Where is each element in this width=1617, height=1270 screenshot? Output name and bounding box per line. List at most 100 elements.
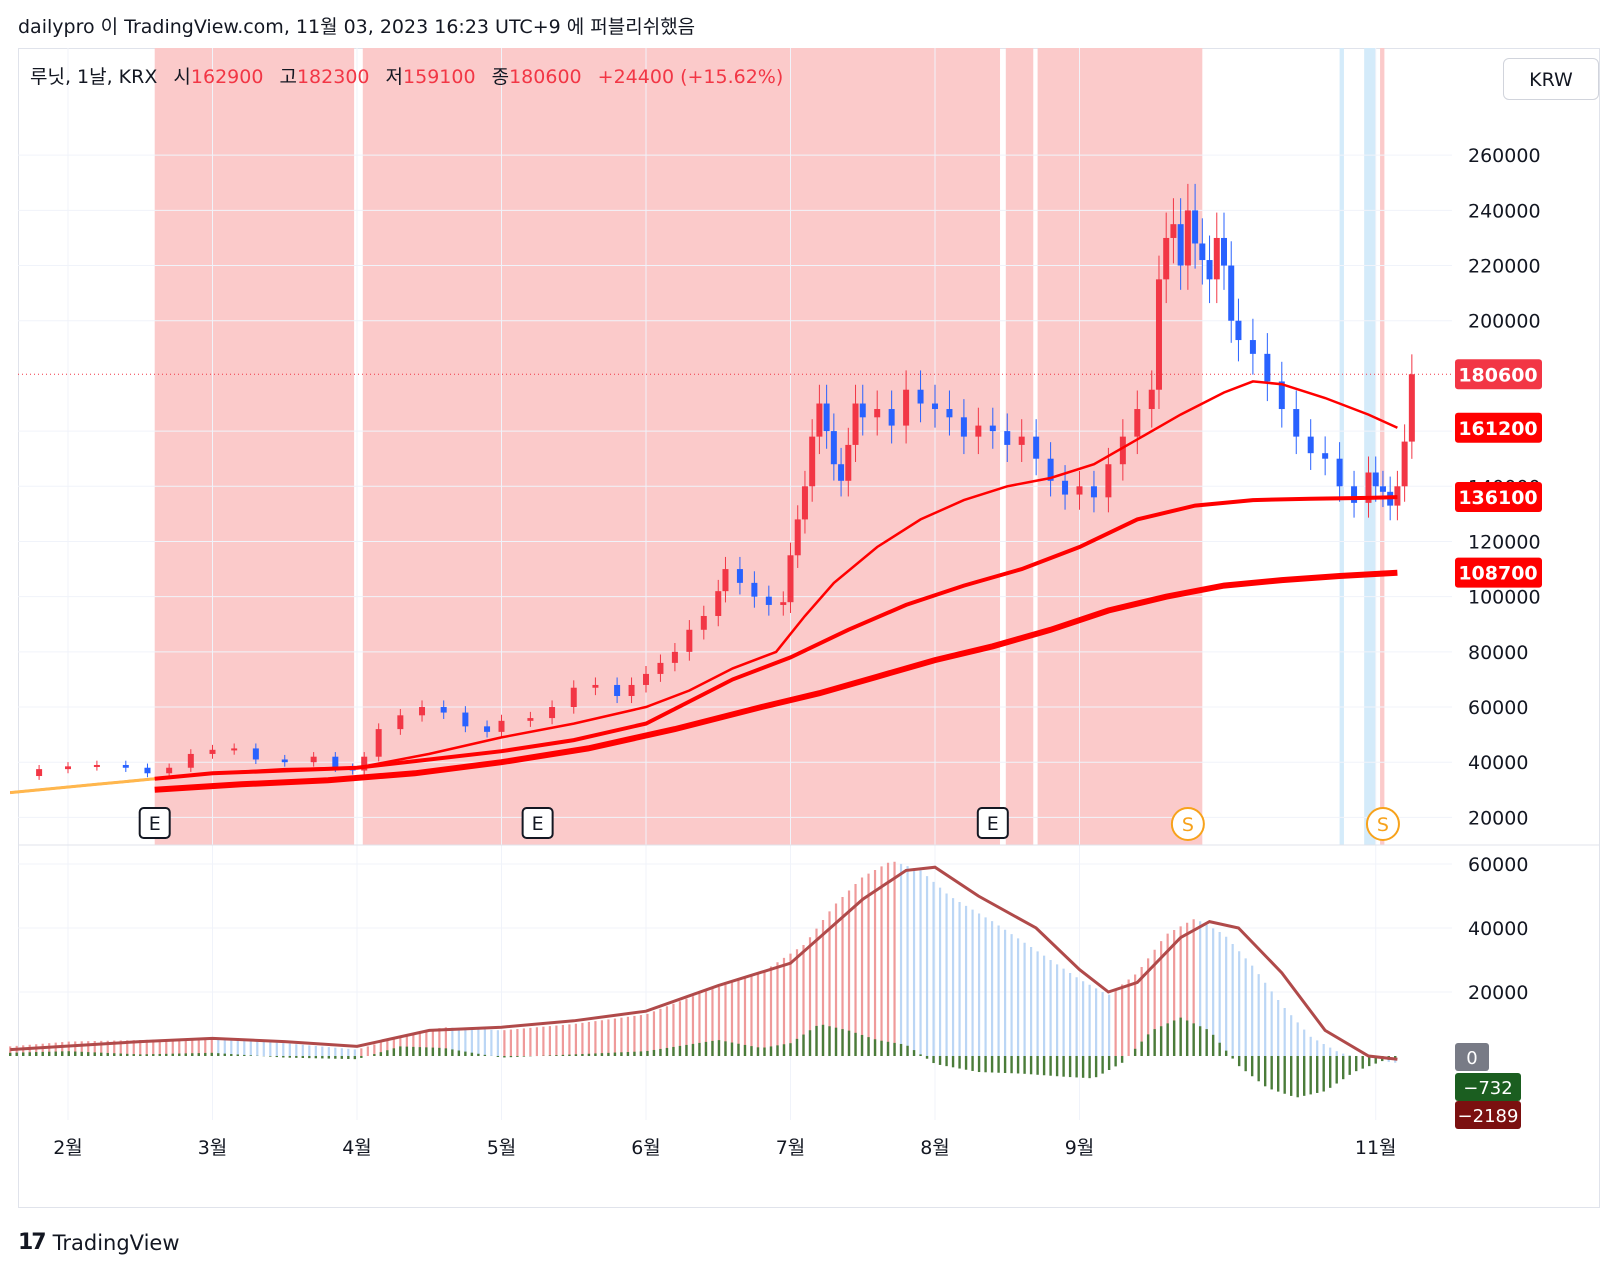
candle-body [1221, 237, 1227, 266]
candle-body [1307, 436, 1314, 454]
candle-body [1163, 237, 1170, 280]
candle-body [874, 409, 881, 418]
indicator-label-box [1455, 1043, 1489, 1071]
earnings-marker-label: E [987, 813, 999, 835]
currency-button[interactable]: KRW [1503, 58, 1599, 100]
price-tick-label: 120000 [1468, 531, 1541, 553]
candle-body [614, 684, 621, 696]
low-value: 159100 [403, 66, 476, 88]
open-value: 162900 [190, 66, 264, 88]
earnings-marker-label: E [532, 813, 544, 835]
candle-body [1004, 431, 1011, 445]
candle-body [209, 749, 216, 754]
candle-body [946, 409, 953, 418]
candle-body [780, 602, 787, 605]
candle-body [462, 712, 469, 727]
candle-body [187, 753, 194, 768]
ma-mid-line [154, 495, 1398, 781]
signal-region [1364, 48, 1376, 845]
candle-body [252, 748, 259, 760]
candle-body [830, 431, 837, 465]
price-label-text: 161200 [1458, 418, 1537, 440]
signal-region [1005, 48, 1034, 845]
price-tick-label: 200000 [1468, 311, 1541, 333]
month-tick-label: 2월 [53, 1137, 83, 1159]
candle-body [801, 486, 808, 520]
candle-body [1047, 458, 1054, 481]
price-label-text: 180600 [1458, 364, 1537, 386]
candle-body [816, 403, 823, 437]
split-marker [1170, 807, 1205, 841]
earnings-marker [138, 807, 171, 839]
price-tick-label: 260000 [1468, 145, 1541, 167]
low-label: 저 [385, 66, 404, 88]
candle-body [1394, 486, 1401, 506]
candle-body [1018, 436, 1025, 445]
signal-region [1339, 48, 1344, 845]
earnings-marker [521, 807, 554, 839]
candle-body [852, 403, 859, 445]
candle-body [1192, 210, 1199, 244]
candle-body [1213, 237, 1220, 280]
candle-body [722, 569, 729, 592]
candle-body [932, 403, 938, 410]
price-tick-label: 80000 [1468, 642, 1528, 664]
candle-body [975, 425, 982, 437]
tradingview-brand[interactable]: TradingView [52, 1230, 180, 1255]
price-tick-label: 20000 [1468, 807, 1528, 829]
candle-body [122, 764, 129, 768]
high-label: 고 [279, 66, 297, 88]
price-tick-label: 100000 [1468, 587, 1541, 609]
candle-body [1177, 224, 1184, 266]
candle-body [397, 715, 404, 730]
candle-body [498, 720, 505, 732]
candle-body [1062, 480, 1069, 495]
candle-body [440, 707, 447, 713]
candle-body [1033, 436, 1040, 459]
tradingview-logo-icon[interactable]: 17 [18, 1230, 47, 1255]
candle-body [1228, 265, 1235, 321]
candle-body [989, 425, 996, 432]
candle-body [736, 569, 743, 583]
candle-body [1170, 224, 1177, 238]
candle-body [419, 707, 426, 716]
candle-body [1293, 409, 1300, 437]
publish-header: dailypro 이 TradingView.com, 11월 03, 2023… [18, 16, 696, 38]
candle-body [1249, 340, 1256, 354]
symbol-label[interactable]: 루닛, 1날, KRX [30, 66, 158, 88]
candle-body [1206, 260, 1213, 280]
indicator-tick-label: 60000 [1468, 854, 1528, 876]
split-marker [1365, 807, 1400, 841]
candle-body [794, 519, 801, 556]
price-label-text: 108700 [1458, 563, 1537, 585]
price-label-box [1455, 557, 1542, 588]
month-tick-label: 9월 [1065, 1137, 1095, 1159]
candle-body [845, 444, 852, 481]
candle-body [628, 684, 635, 696]
candle-body [838, 464, 845, 481]
indicator-label-box [1455, 1073, 1521, 1101]
candle-body [859, 403, 866, 418]
earnings-marker-label: E [149, 813, 161, 835]
indicator-label-text: 0 [1466, 1048, 1477, 1069]
candle-body [1336, 458, 1343, 487]
candle-body [166, 767, 173, 774]
candle-body [1119, 436, 1126, 465]
price-tick-label: 220000 [1468, 256, 1541, 278]
ma-orange-line [10, 777, 155, 795]
price-tick-label: 240000 [1468, 200, 1541, 222]
candle-body [1408, 374, 1415, 442]
candle-body [1076, 486, 1083, 495]
price-label-text: 136100 [1458, 487, 1537, 509]
candle-body [1365, 472, 1372, 503]
candle-body [310, 756, 317, 763]
candle-body [1401, 441, 1408, 487]
candle-body [1155, 279, 1162, 390]
price-label-box [1455, 482, 1542, 513]
split-marker-label: S [1182, 814, 1194, 836]
candle-body [1148, 389, 1155, 410]
split-marker-label: S [1377, 814, 1389, 836]
month-tick-label: 7월 [776, 1137, 806, 1159]
signal-line [10, 865, 1398, 1061]
